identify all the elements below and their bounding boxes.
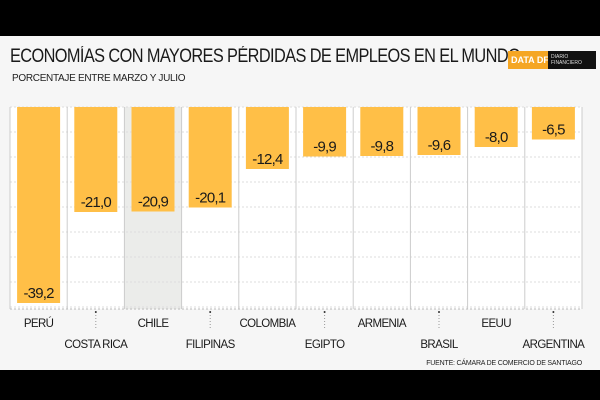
bar-value-label: -9,6 <box>428 137 451 154</box>
bar-perú <box>17 107 61 303</box>
bar-value-label: -39,2 <box>23 285 54 302</box>
bar-value-label: -20,1 <box>195 190 226 207</box>
chart-source: FUENTE: CÁMARA DE COMERCIO DE SANTIAGO <box>426 360 582 367</box>
category-label: FILIPINAS <box>186 339 236 351</box>
leader-dot <box>94 311 97 313</box>
category-label: COSTA RICA <box>64 339 128 351</box>
category-label: EEUU <box>481 318 511 330</box>
category-label: BRASIL <box>420 339 459 351</box>
category-label: ARMENIA <box>358 318 407 330</box>
bar-chart: -39,2 PERÚ -21,0 COSTA RICA -20,9 CHILE -20,1 F… <box>9 106 586 351</box>
bar-chile <box>131 107 175 212</box>
bar-value-label: -9,9 <box>313 139 336 156</box>
category-label: PERÚ <box>24 317 54 330</box>
logo-brand: DATA DF <box>508 51 548 69</box>
bar-value-label: -8,0 <box>485 129 508 146</box>
bar-value-label: -20,9 <box>138 194 169 211</box>
category-label: ARGENTINA <box>523 339 586 351</box>
chart-title: ECONOMÍAS CON MAYORES PÉRDIDAS DE EMPLEO… <box>10 46 521 67</box>
bar-brasil <box>417 107 461 155</box>
logo-sub: DIARIO FINANCIERO <box>548 51 596 69</box>
data-df-logo: DATA DF DIARIO FINANCIERO <box>508 51 596 69</box>
bar-costa-rica <box>74 107 118 212</box>
bar-egipto <box>303 107 347 157</box>
bar-filipinas <box>188 107 232 208</box>
category-label: COLOMBIA <box>239 318 296 330</box>
bar-argentina <box>531 107 575 140</box>
bar-value-label: -21,0 <box>81 194 112 211</box>
bar-value-label: -12,4 <box>252 151 283 168</box>
leader-dot <box>552 311 555 313</box>
category-label: CHILE <box>138 318 170 330</box>
bar-armenia <box>360 107 404 156</box>
category-label: EGIPTO <box>305 339 345 351</box>
leader-dot <box>323 311 326 313</box>
bar-eeuu <box>474 107 518 147</box>
leader-dot <box>209 311 212 313</box>
bar-value-label: -6,5 <box>542 122 565 139</box>
leader-dot <box>438 311 440 313</box>
chart-subtitle: PORCENTAJE ENTRE MARZO Y JULIO <box>12 73 186 84</box>
bar-value-label: -9,8 <box>370 138 393 155</box>
bar-colombia <box>245 107 289 169</box>
